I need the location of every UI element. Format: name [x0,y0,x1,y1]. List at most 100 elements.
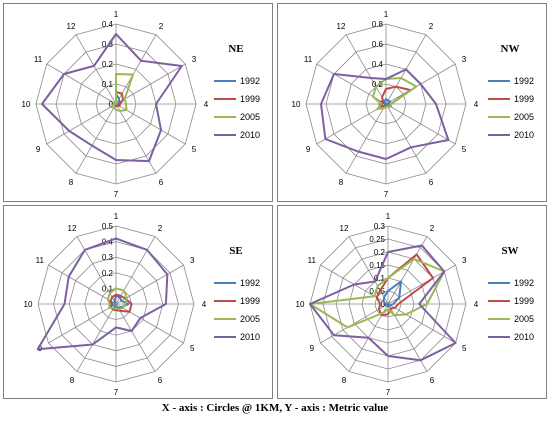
category-label: 7 [114,190,119,199]
scale-tick-label: 0.15 [369,261,385,270]
grid-spoke [115,103,186,145]
legend-label: 2010 [240,130,260,140]
legend-label: 2010 [514,130,534,140]
category-label: 4 [202,300,207,309]
category-label: 6 [158,376,163,385]
chart-panel-nw: 0 0.2 0.4 0.6 0.8 1 2 3 4 5 6 7 8 9 10 11 12 NW 1992 1999 20… [277,3,547,202]
scale-tick-label: 0.1 [102,284,114,293]
grid-spoke [46,63,117,105]
category-label: 5 [462,145,467,154]
category-label: 8 [70,376,75,385]
legend-label: 1992 [514,278,534,288]
legend-label: 1992 [240,76,260,86]
legend-label: 2005 [240,112,260,122]
series-line-2010 [320,68,450,160]
legend-label: 1999 [514,94,534,104]
series-line-2005 [106,287,128,311]
grid-spoke [115,303,184,344]
category-label: 4 [474,300,479,309]
legend-label: 2010 [514,332,534,342]
radar-chart-se: 00.10.20.30.40.5123456789101112SE1992199… [24,212,260,397]
category-label: 3 [462,55,467,64]
category-label: 8 [69,178,74,187]
category-label: 3 [192,55,197,64]
category-label: 10 [22,100,31,109]
scale-tick-label: 0.4 [372,60,384,69]
figure-caption: X - axis : Circles @ 1KM, Y - axis : Met… [161,402,389,414]
grid-spoke [75,103,117,174]
category-label: 12 [67,22,76,31]
category-label: 6 [430,376,435,385]
category-label: 2 [159,22,164,31]
series-line-1992 [382,280,402,308]
radar-chart-nw: 00.20.40.60.8123456789101112NW1992199920… [292,10,534,199]
scale-tick-label: 0.2 [102,269,114,278]
chart-title: SE [229,245,242,257]
scale-tick-label: 0.3 [374,222,386,231]
series-line-2005 [372,77,418,110]
grid-spoke [316,103,387,145]
grid-spoke [115,103,157,174]
scale-tick-label: 0.05 [369,287,385,296]
category-label: 12 [337,22,346,31]
category-label: 4 [474,100,479,109]
category-label: 6 [429,178,434,187]
grid-spoke [385,103,427,174]
scale-tick-label: 0.3 [102,253,114,262]
category-label: 6 [159,178,164,187]
category-label: 1 [114,212,119,221]
grid-spoke [385,103,456,145]
category-label: 7 [386,388,391,397]
category-label: 2 [429,22,434,31]
category-label: 1 [386,212,391,221]
category-label: 9 [310,344,315,353]
series-line-2005 [109,73,134,112]
category-label: 9 [306,145,311,154]
legend-label: 2005 [514,112,534,122]
category-label: 10 [292,100,301,109]
chart-title: SW [501,245,518,257]
grid-spoke [48,264,117,305]
category-label: 2 [158,224,163,233]
category-label: 11 [308,256,317,265]
chart-title: NE [228,43,243,55]
category-label: 12 [340,224,349,233]
grid-spoke [115,303,156,372]
category-label: 8 [342,376,347,385]
category-label: 11 [36,256,45,265]
legend-label: 1999 [240,296,260,306]
grid-spoke [387,236,428,305]
grid-spoke [115,236,156,305]
grid-spoke [46,103,117,145]
grid-spoke [75,34,117,105]
scale-tick-label: 0.1 [102,80,114,89]
grid-spoke [387,303,456,344]
category-label: 5 [190,344,195,353]
category-label: 3 [190,256,195,265]
legend-label: 1999 [514,296,534,306]
category-label: 11 [304,55,313,64]
series-line-1999 [375,253,435,317]
category-label: 11 [34,55,43,64]
chart-title: NW [501,43,520,55]
scale-tick-label: 0 [109,100,114,109]
scale-tick-label: 0.6 [372,40,384,49]
scale-tick-label: 0 [381,300,386,309]
category-label: 10 [296,300,305,309]
series-line-2010 [309,244,457,362]
category-label: 5 [192,145,197,154]
grid-spoke [320,303,389,344]
category-label: 4 [204,100,209,109]
grid-spoke [48,303,117,344]
series-line-2010 [36,237,169,351]
scale-tick-label: 0.8 [372,20,384,29]
scale-tick-label: 0.2 [374,248,386,257]
series-line-2010 [41,33,183,163]
scale-tick-label: 0.2 [102,60,114,69]
chart-panel-ne: 0 0.1 0.2 0.3 0.4 1 2 3 4 5 6 7 8 9 10 11 12 NE 1992 1999 20… [3,3,273,202]
grid-spoke [115,34,157,105]
grid-spoke [348,236,389,305]
radar-chart-ne: 00.10.20.30.4123456789101112NE1992199920… [22,10,260,199]
legend-label: 1992 [514,76,534,86]
series-line-1999 [109,293,133,313]
